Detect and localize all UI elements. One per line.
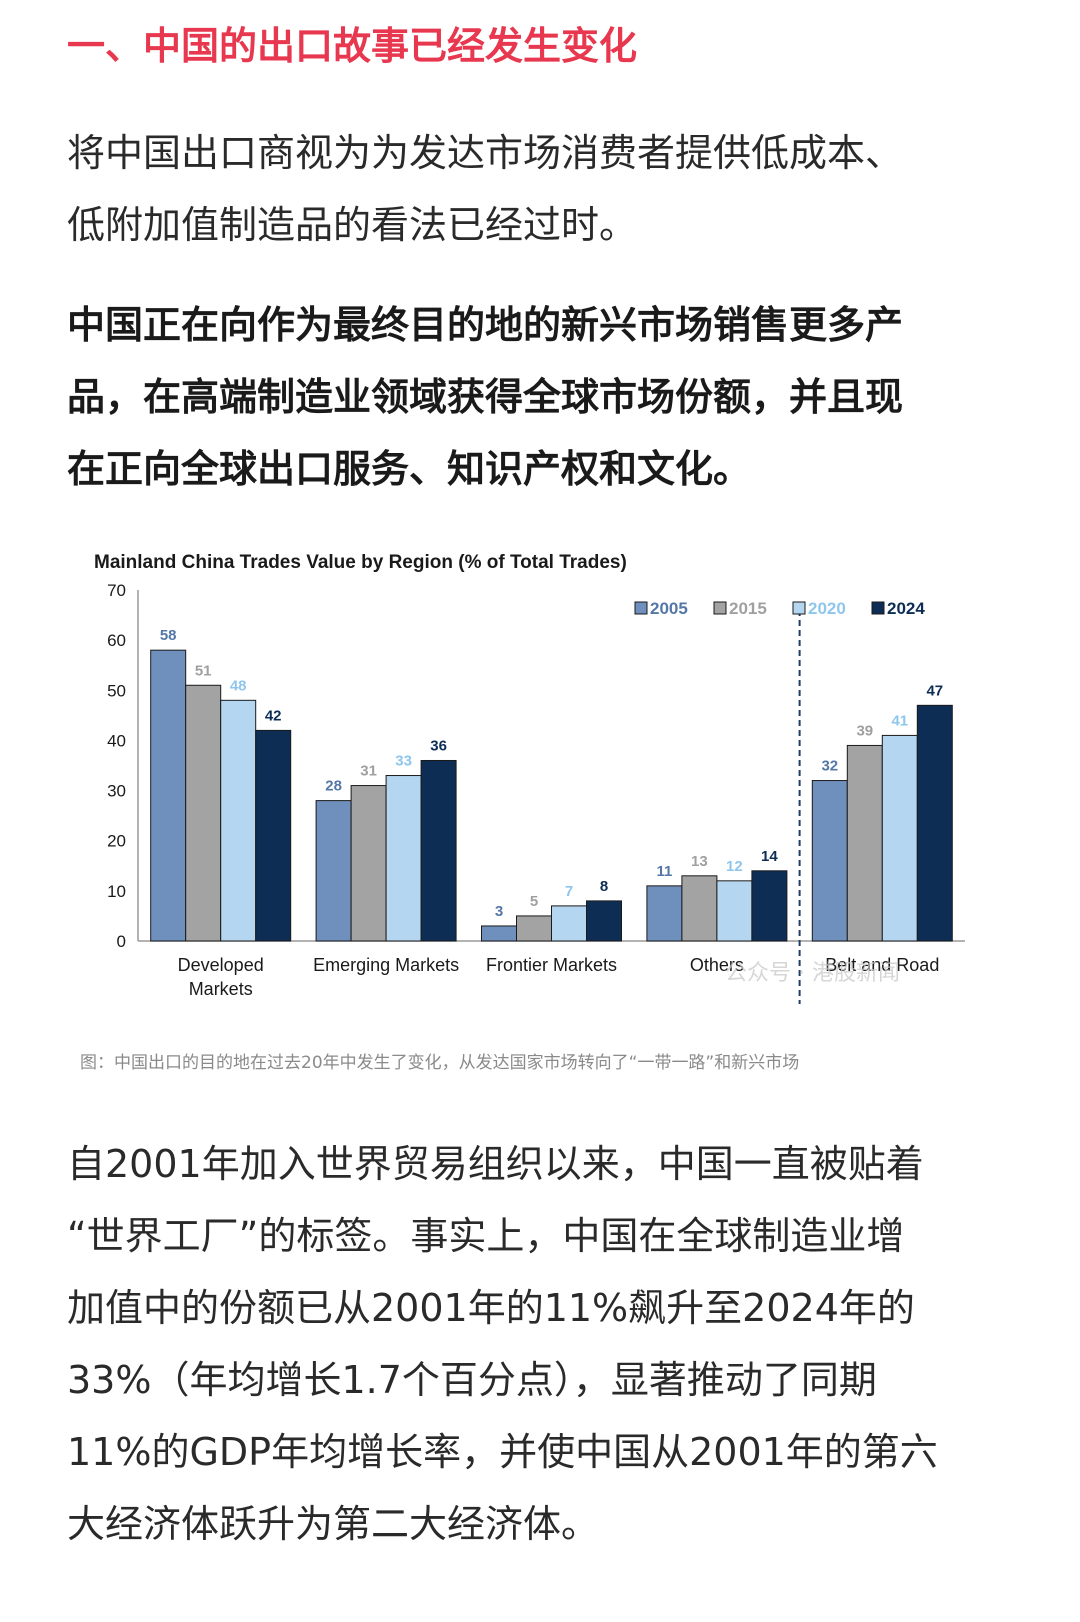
legend-label: 2024: [887, 599, 925, 618]
bar: [846, 744, 883, 942]
x-category-label: Others: [690, 955, 744, 975]
paragraph-line: 大经济体跃升为第二大经济体。: [67, 1502, 600, 1546]
body-paragraph: 自2001年加入世界贸易组织以来，中国一直被贴着 “世界工厂”的标签。事实上，中…: [67, 1128, 1027, 1560]
data-label: 39: [856, 722, 873, 739]
x-category-label: Emerging Markets: [313, 955, 459, 975]
data-label: 47: [926, 682, 943, 699]
data-label: 36: [430, 737, 447, 754]
bar: [255, 729, 292, 942]
bar: [716, 880, 753, 942]
data-label: 13: [691, 853, 708, 870]
bar: [150, 649, 187, 942]
paragraph-line: 33%（年均增长1.7个百分点），显著推动了同期: [67, 1358, 877, 1402]
chart-plot-area: 01020304050607058514842DevelopedMarkets2…: [107, 581, 965, 1004]
bar: [385, 775, 422, 942]
trade-region-chart: Mainland China Trades Value by Region (%…: [80, 542, 1000, 1012]
paragraph-line: 中国正在向作为最终目的地的新兴市场销售更多产: [67, 303, 904, 347]
data-label: 5: [530, 893, 538, 910]
y-tick-label: 30: [107, 782, 126, 801]
bar: [185, 684, 222, 942]
bar: [751, 870, 788, 942]
legend-swatch: [792, 601, 806, 615]
x-category-label: Belt and Road: [825, 955, 939, 975]
bold-paragraph: 中国正在向作为最终目的地的新兴市场销售更多产 品，在高端制造业领域获得全球市场份…: [67, 289, 1027, 505]
data-label: 51: [195, 662, 212, 679]
y-tick-label: 50: [107, 681, 126, 700]
bar-chart-svg: Mainland China Trades Value by Region (%…: [94, 552, 965, 1004]
bar: [350, 785, 387, 942]
chart-title: Mainland China Trades Value by Region (%…: [94, 552, 627, 573]
y-tick-label: 70: [107, 581, 126, 600]
paragraph-line: 11%的GDP年均增长率，并使中国从2001年的第六: [67, 1430, 938, 1474]
bar: [420, 759, 457, 942]
bar: [481, 925, 517, 942]
paragraph-line: “世界工厂”的标签。事实上，中国在全球制造业增: [67, 1214, 905, 1258]
y-tick-label: 40: [107, 731, 126, 750]
paragraph-line: 自2001年加入世界贸易组织以来，中国一直被贴着: [67, 1142, 924, 1186]
x-category-label: Developed: [178, 955, 264, 975]
bar: [646, 885, 683, 942]
bar: [516, 915, 552, 942]
paragraph-line: 在正向全球出口服务、知识产权和文化。: [67, 447, 752, 491]
data-label: 41: [891, 712, 908, 729]
data-label: 3: [495, 903, 503, 920]
y-tick-label: 0: [117, 932, 126, 951]
paragraph-line: 将中国出口商视为为发达市场消费者提供低成本、: [67, 131, 904, 175]
data-label: 58: [160, 627, 177, 644]
legend-label: 2020: [808, 599, 846, 618]
paragraph-line: 加值中的份额已从2001年的11%飙升至2024年的: [67, 1286, 915, 1330]
bar: [881, 734, 918, 942]
data-label: 7: [565, 883, 573, 900]
legend-swatch: [713, 601, 727, 615]
bar: [220, 699, 257, 942]
data-label: 32: [821, 758, 838, 775]
paragraph-line: 品，在高端制造业领域获得全球市场份额，并且现: [67, 375, 904, 419]
legend-swatch: [871, 601, 885, 615]
legend-label: 2015: [729, 599, 767, 618]
bar: [916, 704, 953, 942]
legend-swatch: [634, 601, 648, 615]
bar: [811, 780, 848, 942]
x-category-label: Frontier Markets: [486, 955, 617, 975]
watermark-text: 公众号 · 港股新闻: [725, 961, 900, 986]
chart-caption: 图：中国出口的目的地在过去20年中发生了变化，从发达国家市场转向了“一带一路”和…: [80, 1053, 800, 1073]
data-label: 28: [325, 778, 342, 795]
data-label: 48: [230, 677, 247, 694]
data-label: 42: [265, 707, 282, 724]
bar: [681, 875, 718, 942]
paragraph-line: 低附加值制造品的看法已经过时。: [67, 203, 638, 247]
y-tick-label: 60: [107, 631, 126, 650]
data-label: 31: [360, 763, 377, 780]
y-tick-label: 20: [107, 832, 126, 851]
x-category-label: Markets: [189, 979, 253, 999]
bar: [315, 800, 352, 942]
data-label: 33: [395, 753, 412, 770]
y-tick-label: 10: [107, 882, 126, 901]
bar: [586, 900, 622, 942]
legend-label: 2005: [650, 599, 688, 618]
data-label: 8: [600, 878, 608, 895]
data-label: 14: [761, 848, 778, 865]
intro-paragraph: 将中国出口商视为为发达市场消费者提供低成本、 低附加值制造品的看法已经过时。: [67, 117, 1027, 261]
data-label: 12: [726, 858, 743, 875]
data-label: 11: [656, 863, 672, 880]
section-heading: 一、中国的出口故事已经发生变化: [67, 24, 638, 68]
bar: [551, 905, 587, 942]
